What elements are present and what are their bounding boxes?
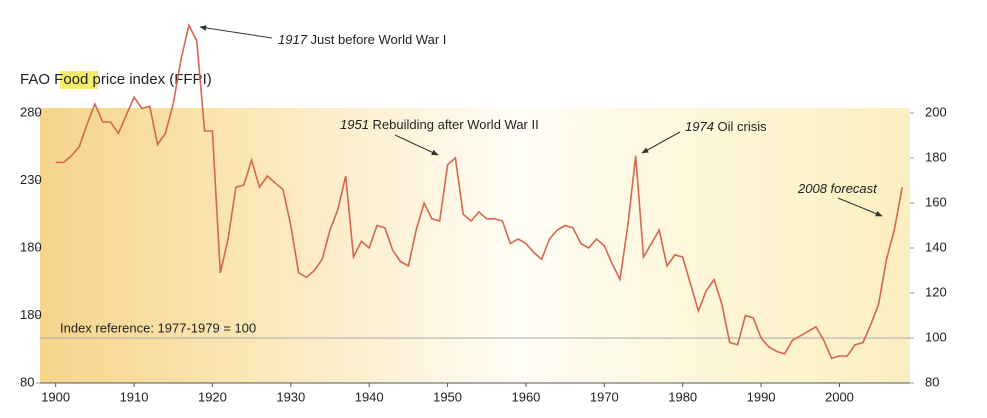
y2-tick-label: 120 — [925, 284, 947, 299]
y2-tick-label: 100 — [925, 329, 947, 344]
chart-title: FAO Food price index (FFPI) — [20, 71, 212, 88]
y-tick-label: 180 — [20, 239, 42, 254]
x-tick-label: 1910 — [120, 389, 149, 404]
annotation-text: Just before World War I — [311, 32, 447, 47]
x-tick-label: 1920 — [198, 389, 227, 404]
x-tick-label: 1950 — [433, 389, 462, 404]
reference-label: Index reference: 1977-1979 = 100 — [60, 320, 256, 335]
annotation: 2008 forecast — [797, 181, 878, 196]
y2-tick-label: 160 — [925, 194, 947, 209]
y-tick-label: 230 — [20, 172, 42, 187]
plot: 280 230 180 180 80 200 180 160 140 120 100 80 1900 19… — [20, 22, 947, 404]
annotation-text: Rebuilding after World War II — [373, 117, 539, 132]
annotation-year: 1951 — [340, 117, 369, 132]
title-highlight — [60, 71, 98, 89]
annotation: 1974 Oil crisis — [685, 119, 767, 134]
series-line — [55, 22, 903, 360]
annotation-year: 1974 — [685, 119, 714, 134]
x-tick-label: 1930 — [276, 389, 305, 404]
annotation-year: 2008 forecast — [797, 181, 878, 196]
x-tick-label: 1990 — [747, 389, 776, 404]
plot-background — [40, 108, 910, 383]
y-tick-label: 280 — [20, 104, 42, 119]
y2-tick-label: 80 — [925, 374, 939, 389]
x-tick-label: 1900 — [41, 389, 70, 404]
x-tick-label: 1980 — [668, 389, 697, 404]
y-tick-label: 80 — [20, 374, 34, 389]
x-tick-label: 1970 — [590, 389, 619, 404]
y2-tick-label: 140 — [925, 239, 947, 254]
y2-tick-label: 180 — [925, 149, 947, 164]
annotation-arrow — [641, 131, 681, 154]
annotation: 1951 Rebuilding after World War II — [340, 117, 539, 132]
annotation-text: Oil crisis — [718, 119, 768, 134]
y-tick-label: 180 — [20, 307, 42, 322]
x-tick-label: 2000 — [825, 389, 854, 404]
annotation-year: 1917 — [278, 32, 308, 47]
annotation-arrow — [394, 134, 439, 156]
y2-tick-label: 200 — [925, 104, 947, 119]
x-tick-label: 1940 — [355, 389, 384, 404]
annotation-arrow — [199, 25, 273, 39]
x-tick-label: 1960 — [511, 389, 540, 404]
annotation-arrow — [837, 197, 883, 217]
annotation: 1917 Just before World War I — [278, 32, 446, 47]
